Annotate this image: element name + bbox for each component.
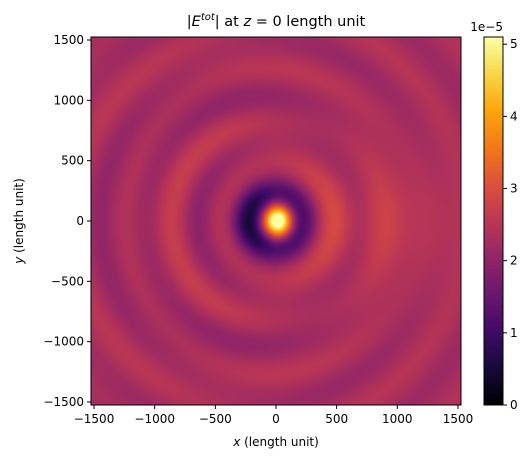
y-axis: −1500 −1000 −500 0 500 1000 1500 bbox=[43, 33, 91, 409]
colorbar-image bbox=[484, 37, 503, 405]
x-tick-label: 1500 bbox=[443, 412, 474, 426]
colorbar-tick-label: 0 bbox=[510, 398, 518, 412]
y-tick-label: −1500 bbox=[43, 395, 84, 409]
colorbar-axis: 0 1 2 3 4 5 bbox=[503, 37, 518, 412]
x-tick-label: −500 bbox=[199, 412, 232, 426]
x-tick-label: 500 bbox=[325, 412, 348, 426]
colorbar-tick-label: 2 bbox=[510, 254, 518, 268]
colorbar-offset-label: 1e−5 bbox=[470, 20, 503, 34]
heatmap-image bbox=[91, 37, 461, 405]
chart-title: |Etot| at z = 0 length unit bbox=[187, 12, 366, 30]
colorbar-tick-label: 4 bbox=[510, 109, 518, 123]
y-tick-label: 500 bbox=[61, 154, 84, 168]
y-axis-label: y (length unit) bbox=[12, 178, 26, 265]
x-tick-label: −1000 bbox=[134, 412, 175, 426]
colorbar-frame bbox=[483, 36, 504, 406]
colorbar-tick-label: 1 bbox=[510, 326, 518, 340]
x-tick-label: 1000 bbox=[382, 412, 413, 426]
y-tick-label: 1500 bbox=[53, 33, 84, 47]
colorbar-tick-label: 3 bbox=[510, 182, 518, 196]
x-tick-label: 0 bbox=[272, 412, 280, 426]
y-tick-label: −1000 bbox=[43, 335, 84, 349]
y-tick-label: 0 bbox=[76, 214, 84, 228]
y-tick-label: −500 bbox=[51, 274, 84, 288]
x-tick-label: −1500 bbox=[74, 412, 115, 426]
x-axis-label: x (length unit) bbox=[232, 435, 319, 449]
y-tick-label: 1000 bbox=[53, 93, 84, 107]
x-axis: −1500 −1000 −500 0 500 1000 1500 bbox=[74, 405, 474, 426]
colorbar-tick-label: 5 bbox=[510, 37, 518, 51]
